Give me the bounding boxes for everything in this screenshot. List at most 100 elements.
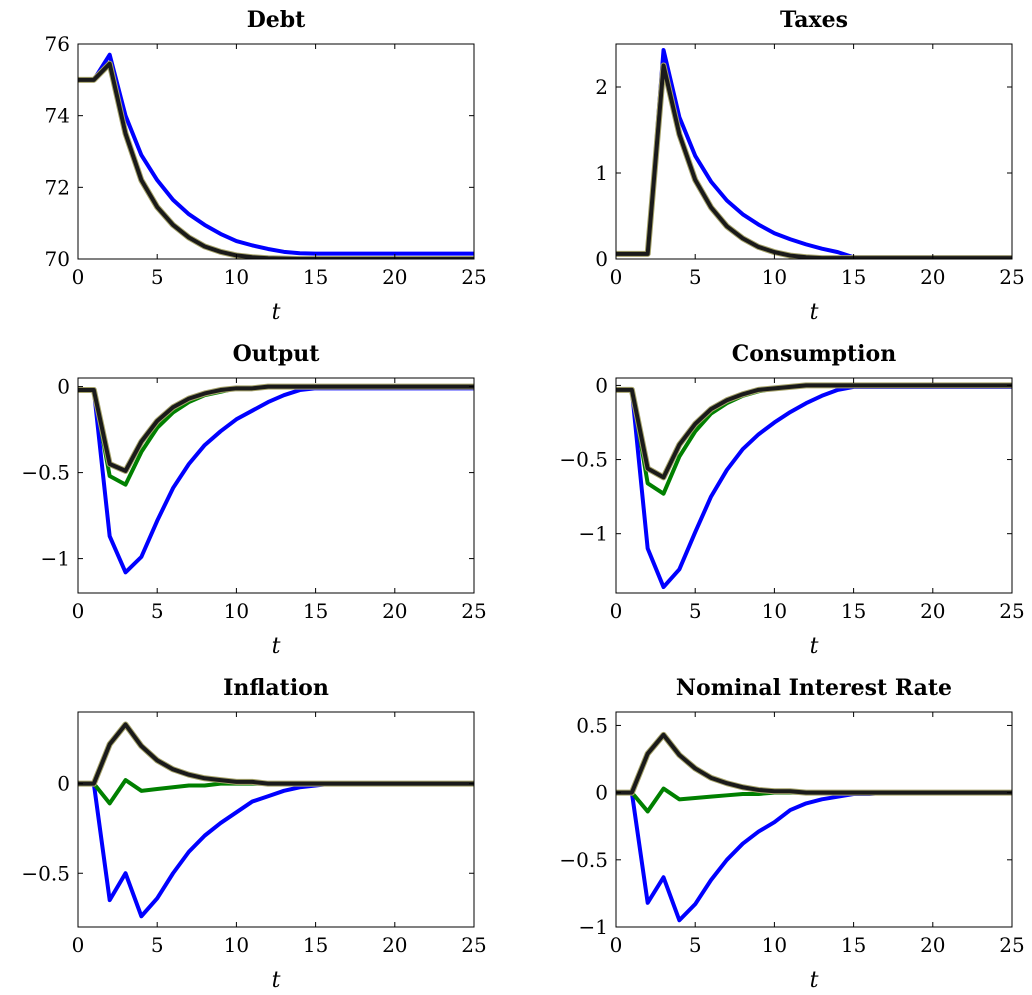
series-2-line — [616, 63, 1012, 259]
series-2-line — [616, 732, 1012, 795]
panel-4: 0 5 10 15 20 25 0 −0.5 Inflation t — [21, 675, 486, 993]
x-tick-label: 20 — [382, 265, 407, 289]
x-tick-label: 5 — [151, 599, 164, 623]
x-tick-label: 0 — [610, 933, 623, 957]
x-tick-label: 0 — [72, 933, 85, 957]
x-axis-label: t — [810, 634, 819, 659]
y-tick-label: 0 — [57, 772, 70, 796]
x-tick-label: 0 — [72, 265, 85, 289]
x-tick-label: 10 — [762, 599, 787, 623]
series-2-line — [616, 383, 1012, 480]
x-tick-label: 15 — [303, 933, 328, 957]
y-tick-label: −1 — [579, 522, 608, 546]
series-2-line — [78, 61, 474, 259]
series-2-outline — [78, 721, 474, 787]
y-tick-label: −0.5 — [559, 848, 608, 872]
plot-area — [78, 383, 474, 575]
series-2-outline — [78, 60, 474, 259]
series-2-line — [78, 384, 474, 473]
y-tick-label: −1 — [579, 915, 608, 939]
x-tick-label: 20 — [382, 933, 407, 957]
y-tick-label: 2 — [595, 75, 608, 99]
panel-0: 0 5 10 15 20 25 70 72 74 76 Debt t — [45, 7, 487, 325]
x-tick-label: 10 — [224, 599, 249, 623]
y-tick-label: 76 — [45, 32, 70, 56]
panel-title: Nominal Interest Rate — [676, 675, 952, 701]
series-0-line — [616, 48, 1012, 259]
x-tick-label: 25 — [461, 265, 486, 289]
y-tick-label: 72 — [45, 175, 70, 199]
x-tick-label: 15 — [303, 599, 328, 623]
x-tick-label: 25 — [999, 599, 1024, 623]
series-2-outline — [616, 731, 1012, 796]
plot-frame — [615, 43, 1013, 260]
x-tick-label: 20 — [920, 933, 945, 957]
x-tick-label: 10 — [224, 933, 249, 957]
panel-title: Inflation — [223, 675, 329, 701]
x-tick-label: 10 — [762, 265, 787, 289]
panel-3: 0 5 10 15 20 25 0 −0.5 −1 Consumption t — [559, 341, 1024, 659]
plot-frame — [615, 377, 1013, 594]
plot-area — [616, 48, 1012, 259]
x-tick-label: 20 — [920, 599, 945, 623]
x-tick-label: 0 — [610, 265, 623, 289]
plot-area — [616, 731, 1012, 923]
x-tick-label: 10 — [762, 933, 787, 957]
x-axis-label: t — [810, 300, 819, 325]
plot-area — [78, 721, 474, 919]
y-tick-label: 0.5 — [576, 713, 608, 737]
x-axis-label: t — [272, 634, 281, 659]
x-tick-label: 5 — [689, 265, 702, 289]
plot-area — [78, 52, 474, 259]
series-0-line — [616, 790, 1012, 923]
x-tick-label: 10 — [224, 265, 249, 289]
x-tick-label: 5 — [151, 933, 164, 957]
panel-title: Taxes — [780, 7, 848, 33]
series-1-line — [78, 384, 474, 487]
y-tick-label: 0 — [595, 781, 608, 805]
panel-5: 0 5 10 15 20 25 −1 −0.5 0 0.5 Nominal Interest Rat… — [559, 675, 1024, 993]
series-0-line — [78, 386, 474, 575]
x-axis-label: t — [272, 968, 281, 993]
y-tick-label: 1 — [595, 161, 608, 185]
series-2-line — [78, 722, 474, 786]
y-tick-label: 0 — [595, 373, 608, 397]
panel-title: Consumption — [732, 341, 896, 367]
plot-frame — [77, 711, 475, 928]
y-tick-label: −0.5 — [559, 448, 608, 472]
x-tick-label: 15 — [303, 265, 328, 289]
y-tick-label: −1 — [41, 547, 70, 571]
series-0-line — [78, 781, 474, 919]
x-tick-label: 5 — [689, 599, 702, 623]
x-tick-label: 25 — [999, 933, 1024, 957]
x-tick-label: 5 — [689, 933, 702, 957]
y-tick-label: −0.5 — [21, 461, 70, 485]
series-0-line — [78, 52, 474, 256]
x-tick-label: 20 — [382, 599, 407, 623]
y-tick-label: 74 — [45, 104, 70, 128]
x-tick-label: 25 — [461, 599, 486, 623]
y-tick-label: 0 — [595, 247, 608, 271]
y-tick-label: −0.5 — [21, 861, 70, 885]
x-tick-label: 20 — [920, 265, 945, 289]
plot-frame — [77, 377, 475, 594]
x-tick-label: 0 — [72, 599, 85, 623]
panel-title: Output — [233, 341, 321, 367]
x-tick-label: 15 — [841, 933, 866, 957]
x-tick-label: 5 — [151, 265, 164, 289]
x-axis-label: t — [810, 968, 819, 993]
x-tick-label: 25 — [999, 265, 1024, 289]
series-0-line — [616, 384, 1012, 590]
y-tick-label: 70 — [45, 247, 70, 271]
y-tick-label: 0 — [57, 375, 70, 399]
x-tick-label: 15 — [841, 265, 866, 289]
plot-frame — [77, 43, 475, 260]
x-tick-label: 25 — [461, 933, 486, 957]
x-tick-label: 0 — [610, 599, 623, 623]
panel-2: 0 5 10 15 20 25 0 −0.5 −1 Output t — [21, 341, 486, 659]
plot-frame — [615, 711, 1013, 928]
panel-title: Debt — [247, 7, 306, 33]
x-tick-label: 15 — [841, 599, 866, 623]
x-axis-label: t — [272, 300, 281, 325]
